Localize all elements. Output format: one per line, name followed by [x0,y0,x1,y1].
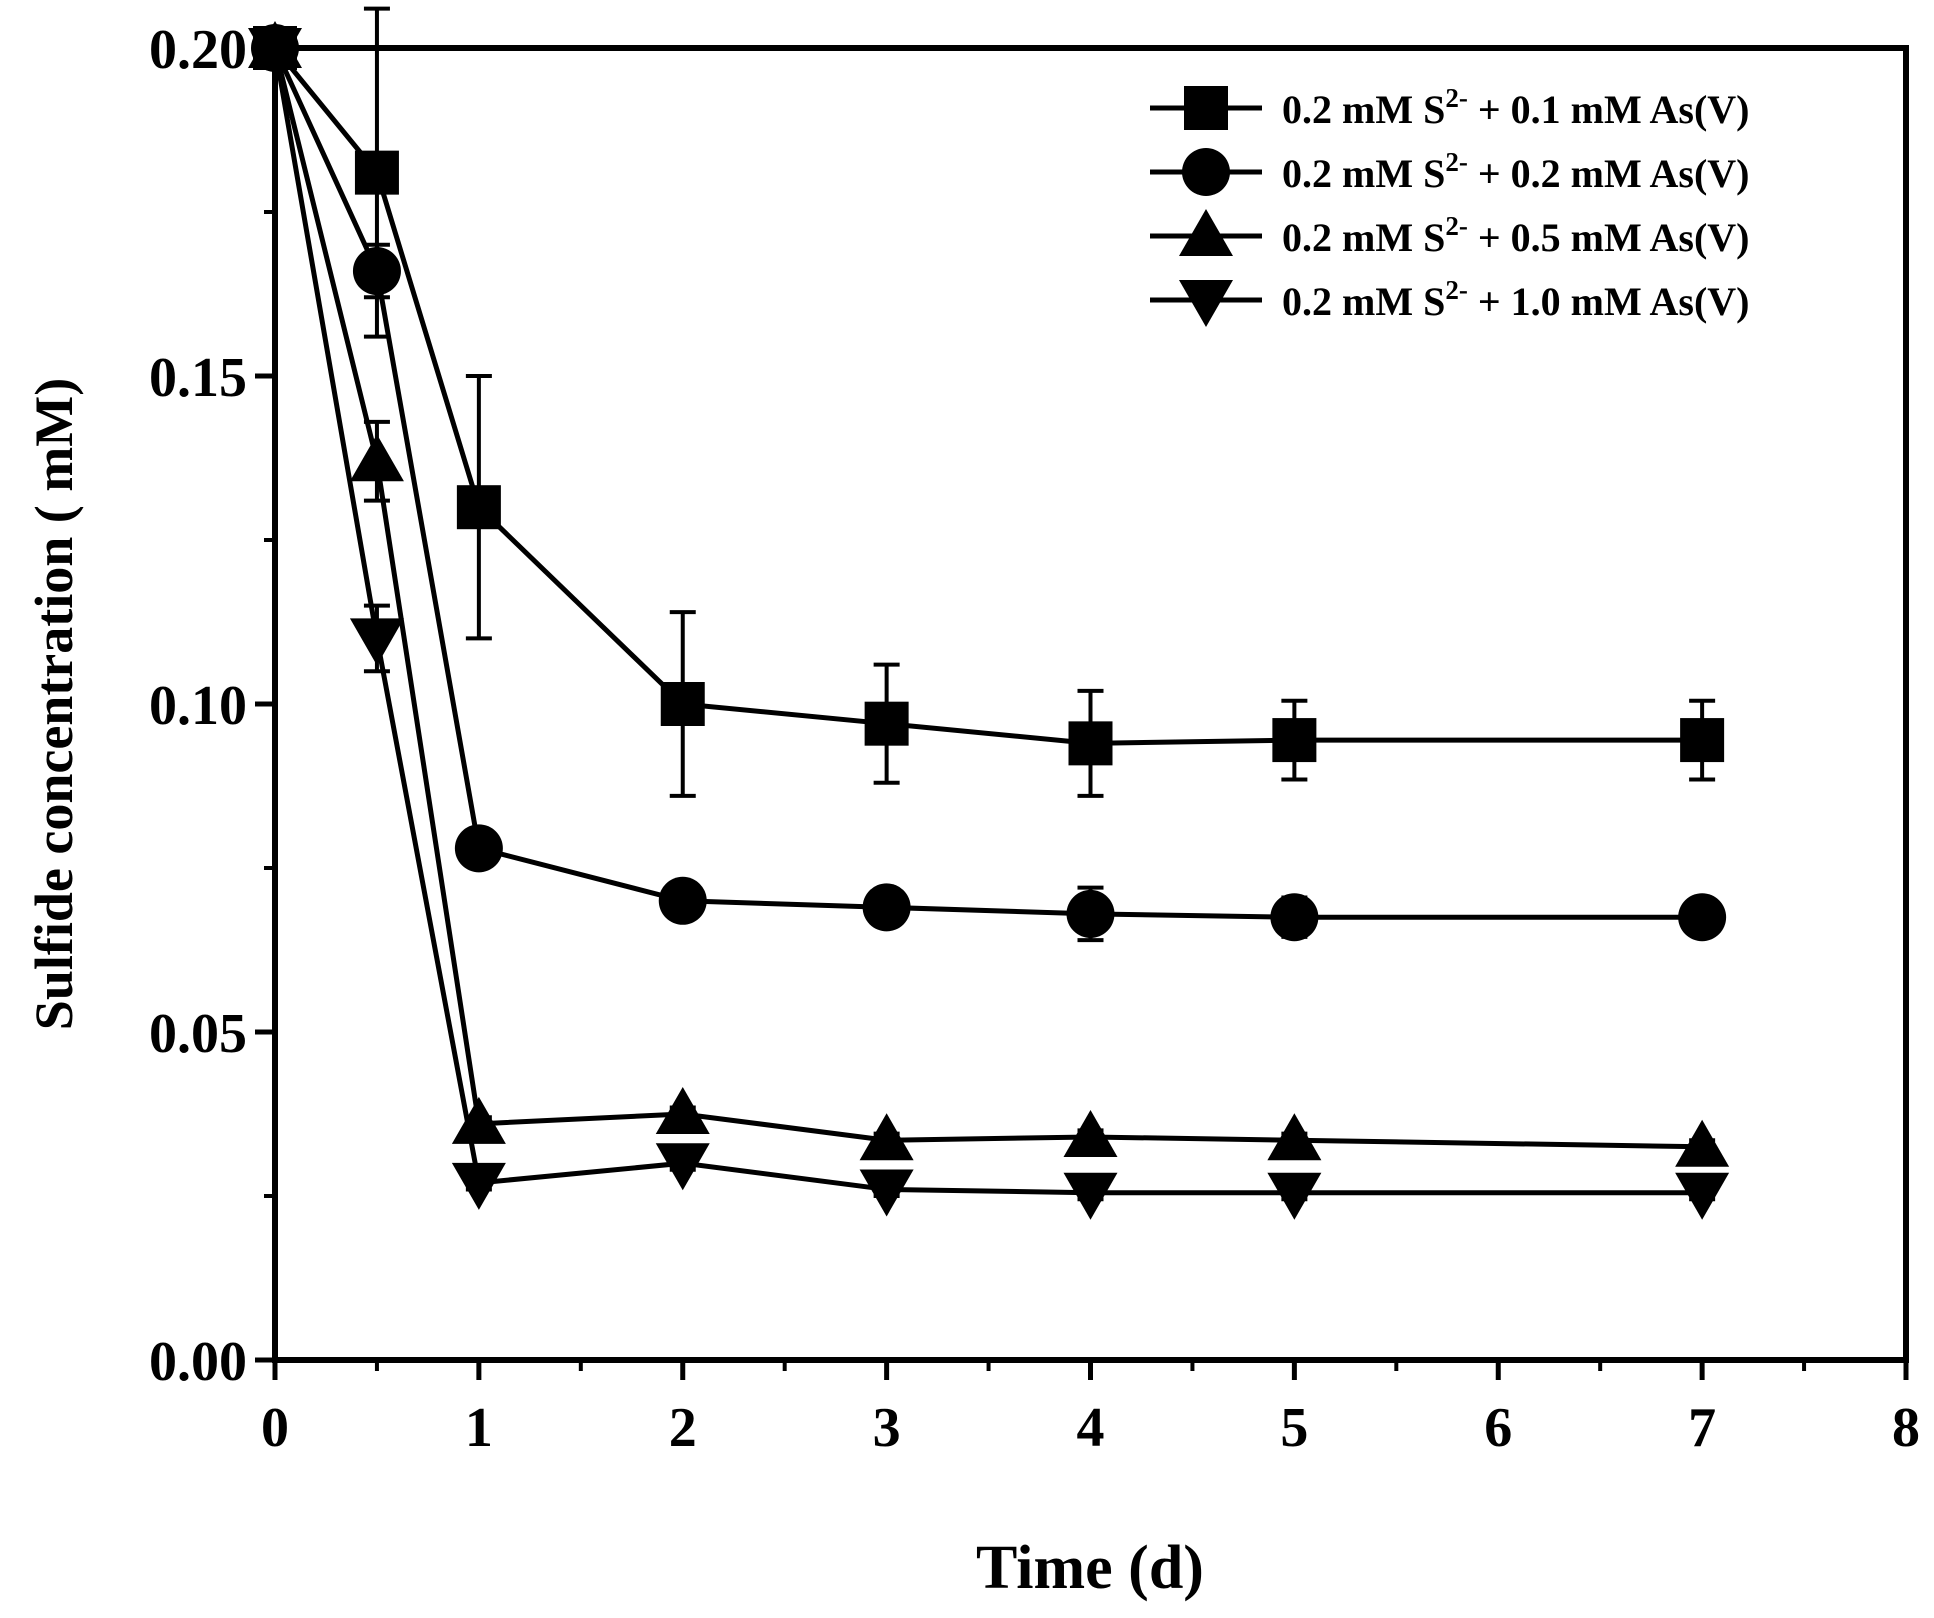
y-tick-label: 0.15 [149,347,247,409]
data-point [248,28,302,75]
data-point [349,618,404,666]
x-axis-label: Time (d) [976,1534,1204,1602]
legend-item-1: 0.2 mM S2- + 0.1 mM As(V) [1150,83,1749,132]
x-tick-label: 2 [669,1397,697,1459]
y-axis-ticks: 0.00 0.05 0.10 0.15 0.20 [149,19,275,1393]
legend-item-3: 0.2 mM S2- + 0.5 mM As(V) [1150,209,1749,260]
x-tick-label: 0 [261,1397,289,1459]
data-point [352,247,401,296]
data-point [1675,1172,1730,1220]
data-point [1063,1172,1118,1220]
legend-label: 0.2 mM S2- + 1.0 mM As(V) [1282,275,1749,324]
legend-marker [1182,148,1230,196]
series-line [272,47,1703,1196]
data-point [660,682,705,726]
data-point [655,1087,710,1134]
legend-marker [1179,209,1233,256]
data-point [1680,718,1725,763]
series-line [272,47,1703,1150]
x-tick-label: 8 [1892,1397,1920,1459]
series-3 [248,21,1730,1167]
data-point [1267,1172,1322,1220]
series-layer [248,6,1730,1220]
legend-label: 0.2 mM S2- + 0.1 mM As(V) [1282,83,1749,132]
data-point [1068,721,1113,766]
x-tick-label: 7 [1688,1397,1716,1459]
y-tick-label: 0.10 [149,675,247,737]
x-tick-label: 5 [1280,1397,1308,1459]
legend-label: 0.2 mM S2- + 0.2 mM As(V) [1282,147,1749,196]
y-tick-label: 0.00 [149,1331,247,1393]
legend-marker [1179,280,1233,327]
x-axis-ticks: 0 1 2 3 4 5 6 7 8 [261,1360,1920,1459]
legend-item-4: 0.2 mM S2- + 1.0 mM As(V) [1150,275,1749,327]
legend-marker [1184,86,1228,130]
y-tick-label: 0.20 [149,19,247,81]
data-point [454,824,503,873]
data-point [864,701,909,746]
x-tick-label: 3 [873,1397,901,1459]
y-axis-label: Sulfide concentration ( mM) [24,378,84,1030]
data-point [1675,1119,1730,1167]
series-4 [248,28,1730,1220]
data-point [456,485,501,530]
legend: 0.2 mM S2- + 0.1 mM As(V) 0.2 mM S2- + 0.… [1150,83,1749,327]
data-point [451,1096,506,1144]
y-tick-label: 0.05 [149,1003,247,1065]
x-tick-label: 6 [1484,1397,1512,1459]
data-point [1063,1109,1118,1157]
data-point [1066,889,1115,938]
data-point [859,1169,914,1217]
data-point [862,883,911,932]
data-point [1272,718,1317,763]
data-point [655,1143,710,1191]
data-point [658,876,707,925]
data-point [1267,1113,1322,1161]
data-point [349,434,404,482]
data-point [859,1113,914,1161]
x-tick-label: 4 [1077,1397,1105,1459]
data-point [354,150,399,195]
data-point [1678,893,1727,942]
legend-label: 0.2 mM S2- + 0.5 mM As(V) [1282,211,1749,260]
series-line [273,46,1703,746]
data-point [1270,893,1319,942]
series-line [272,46,1703,920]
x-tick-label: 1 [465,1397,493,1459]
series-2 [251,24,1727,943]
data-point [451,1162,506,1210]
legend-item-2: 0.2 mM S2- + 0.2 mM As(V) [1150,147,1749,196]
